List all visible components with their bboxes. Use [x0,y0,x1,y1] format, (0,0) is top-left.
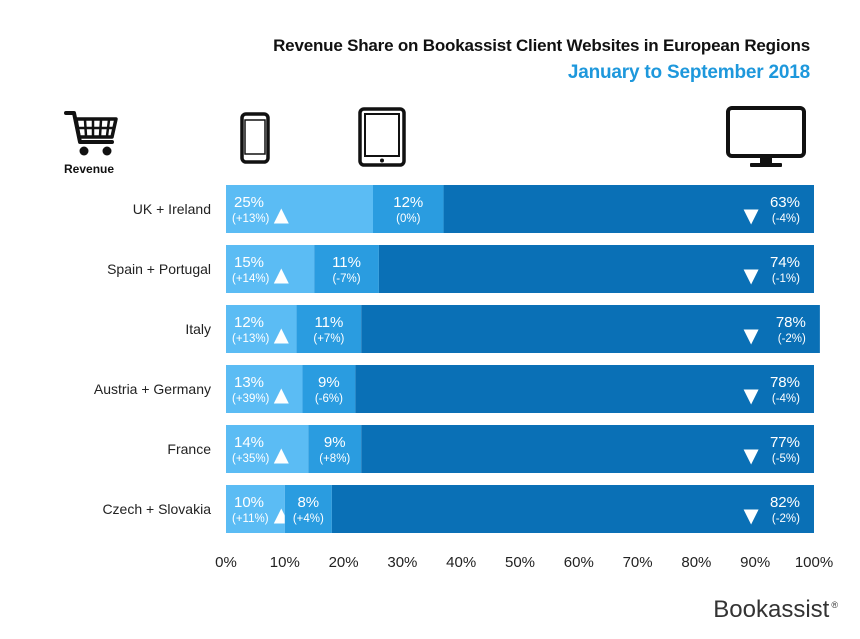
trend-down-icon [743,449,759,465]
trend-down-icon [743,209,759,225]
value-label: 11% [314,314,343,331]
bar-segment-smartphone [226,365,303,413]
trend-down-icon [743,269,759,285]
chart-subtitle: January to September 2018 [567,62,810,83]
bar-segment-tablet [373,185,444,233]
category-label: Spain + Portugal [107,261,211,277]
x-tick-label: 60% [564,554,594,571]
value-label: 14% [234,434,264,451]
x-tick-label: 0% [215,554,237,571]
value-label: 10% [234,494,264,511]
category-label: Italy [185,321,211,337]
change-label: (+4%) [293,513,324,525]
bar-segment-tablet [308,425,362,473]
x-tick-label: 90% [740,554,770,571]
bar-segment-desktop [378,245,814,293]
change-label: (-2%) [772,513,800,525]
change-label: (+14%) [232,273,270,285]
change-label: (-7%) [332,273,360,285]
change-label: (0%) [396,213,420,225]
bar-segment-smartphone [226,245,315,293]
value-label: 78% [770,374,800,391]
trend-down-icon [743,329,759,345]
change-label: (-4%) [772,213,800,225]
x-tick-label: 50% [505,554,535,571]
trend-up-icon [273,208,289,224]
change-label: (-5%) [772,453,800,465]
bar-segment-desktop [355,365,814,413]
x-tick-label: 20% [329,554,359,571]
trend-down-icon [743,509,759,525]
bar-segment-desktop [361,305,820,353]
change-label: (+35%) [232,453,270,465]
trend-up-icon [273,268,289,284]
change-label: (-1%) [772,273,800,285]
x-tick-label: 80% [681,554,711,571]
brand-logo: Bookassist ® [713,596,838,624]
value-label: 9% [324,434,346,451]
value-label: 77% [770,434,800,451]
x-tick-label: 10% [270,554,300,571]
tablet-icon [358,107,406,167]
value-label: 82% [770,494,800,511]
smartphone-icon [240,112,270,164]
trend-down-icon [743,389,759,405]
bar-segment-tablet [302,365,356,413]
category-label: Austria + Germany [94,381,211,397]
change-label: (+11%) [232,513,269,525]
category-label: France [167,441,211,457]
chart-title: Revenue Share on Bookassist Client Websi… [273,36,810,55]
value-label: 15% [234,254,264,271]
bar-segment-smartphone [226,185,373,233]
change-label: (+39%) [232,393,270,405]
change-label: (-4%) [772,393,800,405]
bar-segment-desktop [331,485,814,533]
bar-segment-smartphone [226,425,309,473]
trend-up-icon [273,388,289,404]
registered-mark: ® [831,600,838,610]
change-label: (+13%) [232,213,270,225]
change-label: (+13%) [232,333,270,345]
change-label: (-2%) [778,333,806,345]
x-tick-label: 30% [387,554,417,571]
bar-segment-tablet [284,485,332,533]
value-label: 78% [776,314,806,331]
category-label: UK + Ireland [133,201,211,217]
change-label: (+8%) [319,453,350,465]
value-label: 12% [393,194,423,211]
x-tick-label: 100% [795,554,833,571]
value-label: 13% [234,374,264,391]
value-label: 74% [770,254,800,271]
x-tick-label: 40% [446,554,476,571]
value-label: 11% [332,254,361,271]
brand-name: Bookassist [713,596,830,623]
value-label: 63% [770,194,800,211]
bar-segment-tablet [314,245,379,293]
change-label: (-6%) [315,393,343,405]
bar-segment-desktop [443,185,814,233]
shopping-cart-icon [64,111,118,156]
value-label: 9% [318,374,340,391]
x-tick-label: 70% [623,554,653,571]
desktop-icon [726,106,806,167]
revenue-label: Revenue [64,162,115,176]
category-label: Czech + Slovakia [102,501,211,517]
value-label: 8% [297,494,319,511]
bar-segment-smartphone [226,485,285,533]
value-label: 25% [234,194,264,211]
change-label: (+7%) [313,333,344,345]
value-label: 12% [234,314,264,331]
trend-up-icon [273,328,289,344]
bar-segment-tablet [296,305,362,353]
trend-up-icon [273,448,289,464]
bar-segment-desktop [361,425,814,473]
bar-segment-smartphone [226,305,297,353]
